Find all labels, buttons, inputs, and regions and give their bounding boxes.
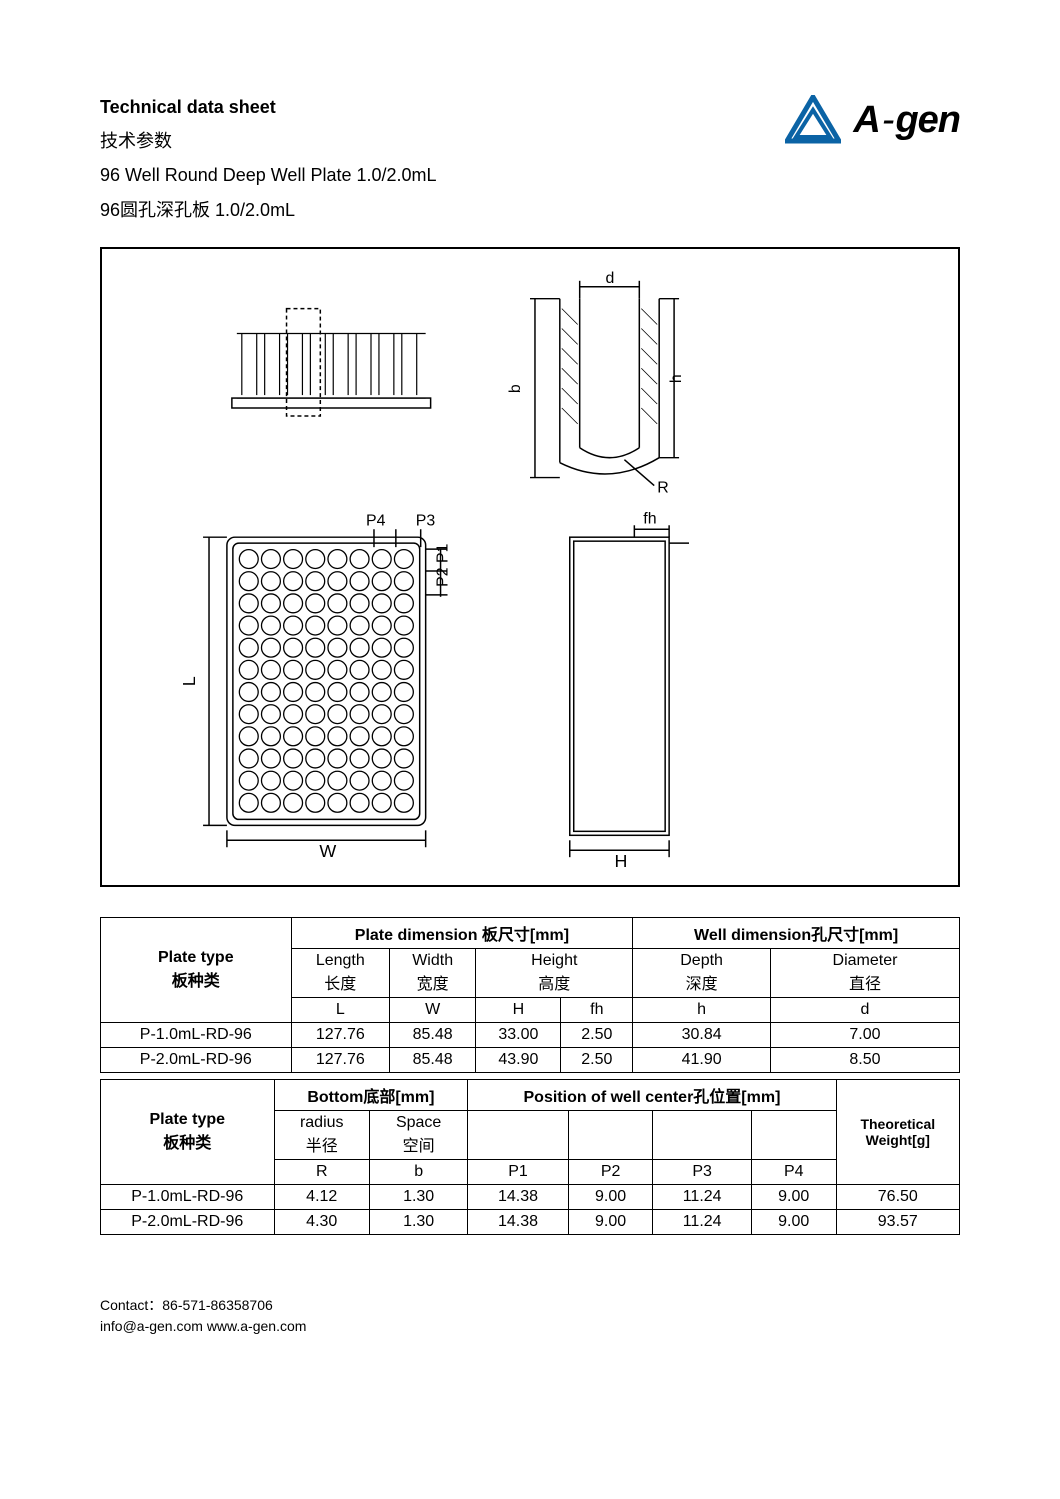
cell: 7.00 <box>770 1022 959 1047</box>
table-row: P-2.0mL-RD-96 4.30 1.30 14.38 9.00 11.24… <box>101 1209 960 1234</box>
sym-P2: P2 <box>568 1159 653 1184</box>
cell: 14.38 <box>468 1184 568 1209</box>
cell: 85.48 <box>389 1047 475 1072</box>
svg-text:P2: P2 <box>435 567 452 587</box>
cell: 1.30 <box>369 1209 467 1234</box>
sub-width: Width宽度 <box>389 948 475 997</box>
svg-text:b: b <box>507 384 524 393</box>
cell: 2.50 <box>561 1047 633 1072</box>
svg-text:P1: P1 <box>435 543 452 563</box>
svg-text:fh: fh <box>643 510 656 527</box>
svg-text:R: R <box>657 479 668 496</box>
cell: 4.12 <box>274 1184 369 1209</box>
cell: 76.50 <box>836 1184 959 1209</box>
footer: Contact：86-571-86358706 info@a-gen.com w… <box>100 1295 960 1337</box>
sub-height: Height高度 <box>476 948 633 997</box>
table-row: P-2.0mL-RD-96 127.76 85.48 43.90 2.50 41… <box>101 1047 960 1072</box>
cell: P-2.0mL-RD-96 <box>101 1209 275 1234</box>
cell: 4.30 <box>274 1209 369 1234</box>
cell: P-2.0mL-RD-96 <box>101 1047 292 1072</box>
cell: 43.90 <box>476 1047 561 1072</box>
svg-text:H: H <box>614 851 627 871</box>
logo-icon <box>785 95 841 145</box>
sym-P3: P3 <box>653 1159 751 1184</box>
cell: 127.76 <box>291 1047 389 1072</box>
svg-text:h: h <box>668 374 685 383</box>
cell: 41.90 <box>633 1047 771 1072</box>
cell: 33.00 <box>476 1022 561 1047</box>
cell: 14.38 <box>468 1209 568 1234</box>
col-plate-type: Plate type 板种类 <box>101 917 292 1022</box>
drawing-svg: d h b R <box>102 249 958 885</box>
footer-contact: Contact：86-571-86358706 <box>100 1295 960 1316</box>
cell: 11.24 <box>653 1209 751 1234</box>
product-cn: 96圆孔深孔板 1.0/2.0mL <box>100 193 960 227</box>
sym-h: h <box>633 997 771 1022</box>
col-weight: TheoreticalWeight[g] <box>836 1079 959 1184</box>
table-row: Plate type 板种类 Bottom底部[mm] Position of … <box>101 1079 960 1110</box>
cell: 2.50 <box>561 1022 633 1047</box>
cell: 8.50 <box>770 1047 959 1072</box>
table-row: P-1.0mL-RD-96 4.12 1.30 14.38 9.00 11.24… <box>101 1184 960 1209</box>
group-well-dim: Well dimension孔尺寸[mm] <box>633 917 960 948</box>
cell: 9.00 <box>751 1184 836 1209</box>
logo-text: A-gen <box>853 99 960 142</box>
product-en: 96 Well Round Deep Well Plate 1.0/2.0mL <box>100 158 960 192</box>
sub-diameter: Diameter直径 <box>770 948 959 997</box>
sym-d: d <box>770 997 959 1022</box>
footer-email-web: info@a-gen.com www.a-gen.com <box>100 1316 960 1337</box>
dimensions-table-2: Plate type 板种类 Bottom底部[mm] Position of … <box>100 1079 960 1235</box>
sub-length: Length长度 <box>291 948 389 997</box>
svg-text:P3: P3 <box>416 512 436 529</box>
cell: 85.48 <box>389 1022 475 1047</box>
svg-text:P4: P4 <box>366 512 386 529</box>
sym-R: R <box>274 1159 369 1184</box>
svg-text:d: d <box>606 270 615 287</box>
sym-P4: P4 <box>751 1159 836 1184</box>
technical-drawing: d h b R <box>100 247 960 887</box>
sub-depth: Depth深度 <box>633 948 771 997</box>
sym-L: L <box>291 997 389 1022</box>
cell: 30.84 <box>633 1022 771 1047</box>
cell: P-1.0mL-RD-96 <box>101 1022 292 1047</box>
sym-fh: fh <box>561 997 633 1022</box>
header: Technical data sheet 技术参数 96 Well Round … <box>100 90 960 227</box>
brand-logo: A-gen <box>785 95 960 145</box>
cell: 9.00 <box>568 1209 653 1234</box>
sub-space: Space空间 <box>369 1110 467 1159</box>
dimensions-table-1: Plate type 板种类 Plate dimension 板尺寸[mm] W… <box>100 917 960 1073</box>
sub-radius: radius半径 <box>274 1110 369 1159</box>
group-position: Position of well center孔位置[mm] <box>468 1079 836 1110</box>
cell: 9.00 <box>751 1209 836 1234</box>
svg-text:W: W <box>319 841 336 861</box>
table-row: P-1.0mL-RD-96 127.76 85.48 33.00 2.50 30… <box>101 1022 960 1047</box>
svg-text:L: L <box>179 676 199 686</box>
sym-P1: P1 <box>468 1159 568 1184</box>
sym-H: H <box>476 997 561 1022</box>
cell: 127.76 <box>291 1022 389 1047</box>
page: Technical data sheet 技术参数 96 Well Round … <box>0 0 1060 1377</box>
group-plate-dim: Plate dimension 板尺寸[mm] <box>291 917 633 948</box>
col-plate-type: Plate type 板种类 <box>101 1079 275 1184</box>
group-bottom: Bottom底部[mm] <box>274 1079 468 1110</box>
sym-W: W <box>389 997 475 1022</box>
cell: 9.00 <box>568 1184 653 1209</box>
cell: 11.24 <box>653 1184 751 1209</box>
cell: P-1.0mL-RD-96 <box>101 1184 275 1209</box>
sym-b: b <box>369 1159 467 1184</box>
cell: 1.30 <box>369 1184 467 1209</box>
cell: 93.57 <box>836 1209 959 1234</box>
table-row: Plate type 板种类 Plate dimension 板尺寸[mm] W… <box>101 917 960 948</box>
